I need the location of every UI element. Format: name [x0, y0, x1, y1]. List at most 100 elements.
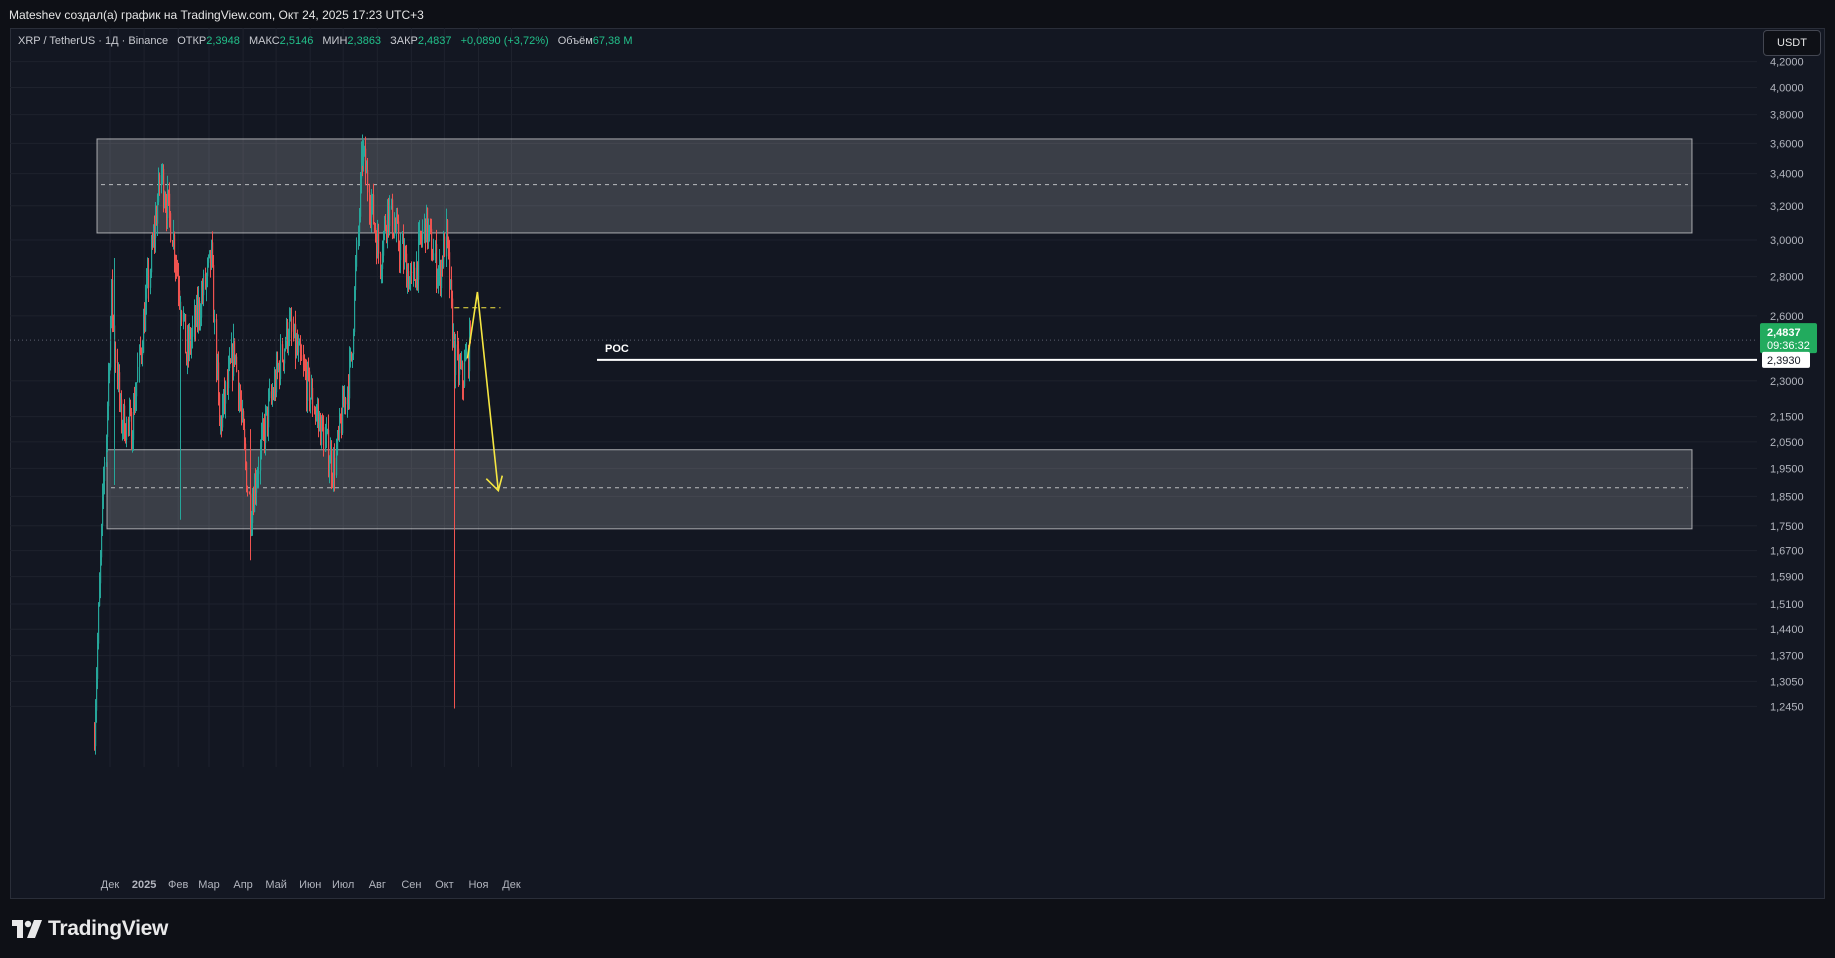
candle-body: [408, 270, 410, 290]
candle-body: [234, 338, 236, 360]
candle-body: [442, 261, 444, 267]
candle-body: [240, 395, 242, 406]
candle-body: [118, 372, 120, 383]
candle-body: [426, 207, 428, 243]
candle-body: [334, 457, 336, 476]
candle-body: [183, 315, 185, 322]
candle-body: [453, 333, 455, 344]
candle-body: [452, 298, 454, 344]
candle-body: [153, 230, 155, 245]
candle-body: [252, 502, 254, 524]
candle-body: [196, 300, 198, 326]
candle-body: [276, 360, 278, 393]
candle-body: [411, 271, 413, 273]
candle-body: [303, 360, 305, 364]
candle-body: [133, 400, 135, 440]
price-tick-label: 1,9500: [1770, 463, 1804, 475]
time-tick-label: Дек: [502, 879, 521, 891]
candle-body: [206, 276, 208, 287]
candle-body: [164, 201, 166, 204]
candle-body: [389, 205, 391, 227]
candle-body: [94, 736, 96, 747]
candle-body: [135, 396, 137, 412]
candle-body: [382, 255, 384, 269]
candle-body: [419, 231, 421, 237]
candle-body: [197, 300, 199, 321]
candle-body: [275, 378, 277, 393]
candle-body: [101, 525, 103, 558]
candle-body: [274, 378, 276, 397]
candle-body: [290, 318, 292, 320]
candle-body: [115, 349, 117, 363]
open-value: 2,3948: [206, 35, 240, 47]
candle-body: [217, 362, 219, 371]
candle-body: [158, 175, 160, 203]
candle-body: [264, 427, 266, 443]
candle-body: [147, 269, 149, 282]
candle-body: [233, 338, 235, 377]
candle-body: [156, 215, 158, 224]
candle-body: [174, 234, 176, 262]
candle-body: [353, 332, 355, 355]
candle-body: [169, 193, 171, 214]
candle-body: [454, 333, 456, 376]
candle-body: [198, 300, 200, 321]
candle-body: [241, 405, 243, 413]
candle-body: [272, 394, 274, 399]
candle-body: [222, 406, 224, 428]
candle-body: [280, 344, 282, 380]
candle-body: [366, 169, 368, 174]
candle-body: [438, 271, 440, 279]
candle-body: [151, 243, 153, 273]
candle-body: [202, 291, 204, 296]
candle-body: [402, 239, 404, 244]
candle-body: [243, 411, 245, 429]
candle-body: [314, 410, 316, 414]
candle-body: [385, 220, 387, 229]
candle-body: [308, 366, 310, 372]
candle-body: [214, 319, 216, 323]
candle-body: [295, 324, 297, 355]
candle-body: [399, 246, 401, 261]
candle-body: [285, 344, 287, 350]
candle-body: [322, 416, 324, 428]
candle-body: [330, 449, 332, 464]
candle-body: [155, 215, 157, 238]
candle-body: [213, 264, 215, 323]
candle-body: [279, 365, 281, 380]
candle-body: [307, 366, 309, 402]
candle-body: [238, 371, 240, 401]
candle-body: [187, 337, 189, 362]
candle-body: [232, 347, 234, 377]
candle-body: [220, 418, 222, 426]
candle-body: [338, 432, 340, 434]
candle-body: [119, 372, 121, 401]
grid: [10, 28, 1757, 767]
candle-body: [448, 238, 450, 253]
candle-body: [355, 266, 357, 290]
candle-body: [436, 243, 438, 283]
candle-body: [331, 449, 333, 478]
price-tick-label: 2,8000: [1770, 272, 1804, 284]
attribution-text: Mateshev создал(а) график на TradingView…: [9, 8, 424, 22]
candle-body: [148, 269, 150, 288]
low-label: МИН: [322, 35, 348, 47]
price-tick-label: 4,0000: [1770, 82, 1804, 94]
candle-body: [157, 202, 159, 224]
candle-body: [126, 418, 128, 440]
currency-button[interactable]: USDT: [1763, 30, 1821, 56]
candle-body: [139, 347, 141, 367]
candle-body: [384, 220, 386, 234]
time-tick-label: Фев: [168, 879, 188, 891]
candle-body: [231, 347, 233, 363]
candle-body: [364, 148, 366, 150]
candle-body: [297, 341, 299, 353]
price-axis: 4,2000 4,0000 3,8000 3,6000 3,4000 3,2000 3,00…: [1770, 57, 1804, 714]
candle-body: [380, 253, 382, 273]
candle-body: [428, 228, 430, 243]
tradingview-logo[interactable]: TradingView: [12, 917, 168, 941]
candle-body: [406, 253, 408, 288]
candle-body: [117, 362, 119, 383]
candle-body: [344, 397, 346, 408]
